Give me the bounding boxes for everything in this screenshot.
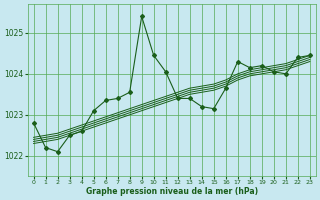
X-axis label: Graphe pression niveau de la mer (hPa): Graphe pression niveau de la mer (hPa): [86, 187, 258, 196]
